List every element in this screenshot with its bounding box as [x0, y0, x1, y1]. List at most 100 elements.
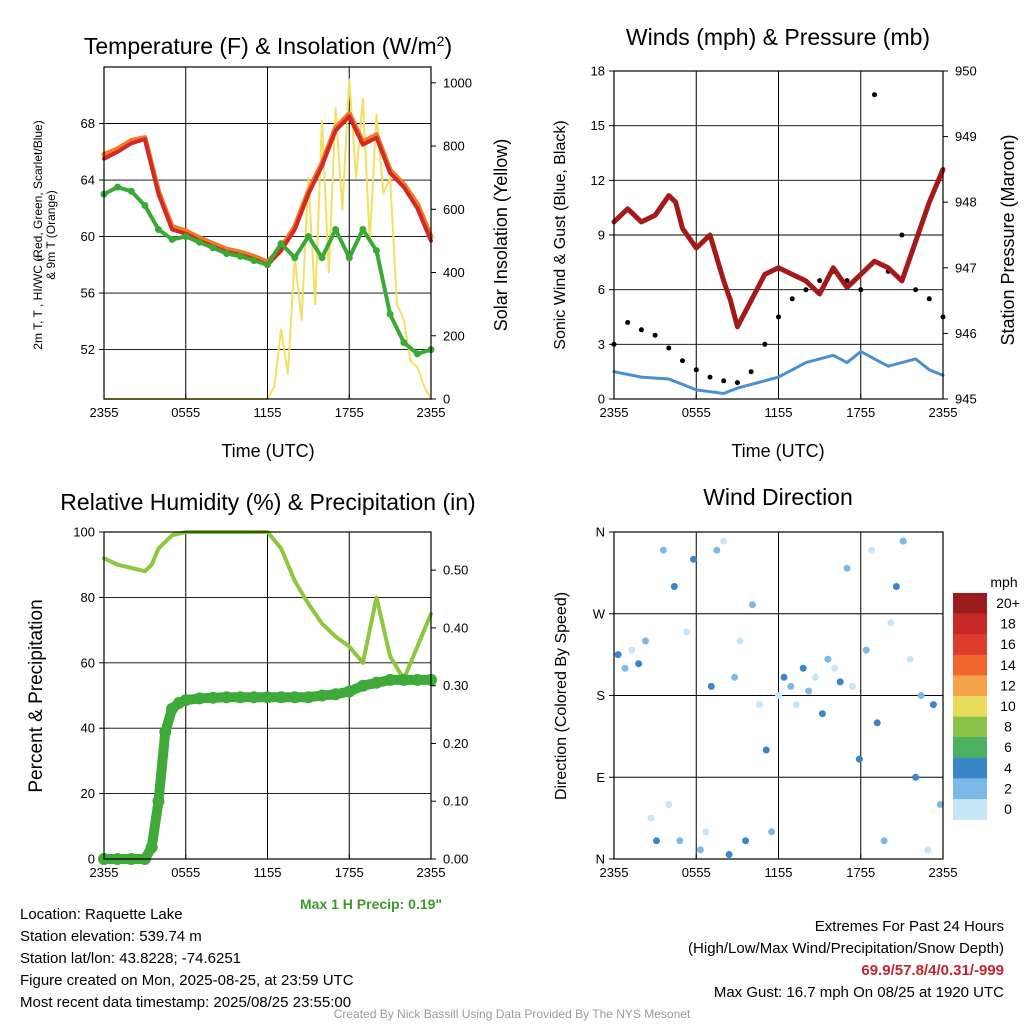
gust-point	[625, 320, 631, 325]
dewpoint-point	[373, 247, 380, 255]
wind-direction-point	[855, 755, 863, 763]
speed-legend-swatch	[953, 778, 987, 800]
wind-y-tick-label: 3	[598, 337, 605, 352]
precip-point	[247, 691, 260, 704]
dewpoint-point	[155, 226, 162, 233]
gust-point	[762, 341, 768, 347]
speed-legend-swatch	[953, 613, 987, 635]
extremes-subheader: (High/Low/Max Wind/Precipitation/Snow De…	[688, 940, 1004, 957]
gust-point	[926, 296, 932, 302]
dewpoint-point	[195, 238, 203, 246]
precip-point	[261, 691, 274, 704]
wind-direction-point	[647, 814, 655, 822]
precip-point	[302, 691, 315, 704]
wind-direction-point	[731, 673, 739, 681]
dewpoint-point	[413, 350, 421, 358]
wind-x-tick-label: 1155	[765, 405, 793, 420]
dir-x-tick-label: 0555	[682, 865, 711, 880]
dewpoint-point	[264, 261, 271, 269]
pressure-series-line	[611, 166, 946, 330]
dewpoint-point	[318, 254, 326, 262]
wind-y2-axis-label: Station Pressure (Maroon)	[998, 134, 1018, 345]
wind-direction-point	[762, 746, 770, 754]
temp-x-tick-label: 0555	[171, 405, 200, 420]
station-info: Location: Raquette Lake Station elevatio…	[20, 904, 354, 1014]
gust-point	[734, 380, 740, 386]
speed-legend-swatch	[953, 696, 987, 717]
dewpoint-point	[141, 202, 149, 209]
wind-direction-point	[749, 601, 756, 609]
wind-x-tick-label: 0555	[682, 405, 711, 420]
wind-chart-title: Winds (mph) & Pressure (mb)	[626, 24, 930, 50]
wind-direction-point	[713, 546, 721, 554]
dewpoint-point	[332, 226, 340, 233]
gust-point	[652, 332, 658, 338]
precip-point	[275, 691, 288, 704]
precip-point	[193, 692, 206, 705]
wind-direction-point	[812, 673, 819, 681]
extremes-values: 69.9/57.8/4/0.31/-999	[861, 962, 1004, 979]
wind-direction-point	[635, 660, 643, 668]
station-location: Location: Raquette Lake	[20, 906, 183, 923]
gust-point	[707, 374, 713, 380]
speed-legend-label: 2	[1004, 780, 1012, 796]
wind-x-axis-label: Time (UTC)	[731, 441, 824, 461]
wind-direction-point	[936, 801, 944, 808]
rh-y2-tick-label: 0.50	[443, 563, 468, 578]
speed-legend-swatch	[953, 757, 987, 779]
wind-direction-point	[912, 773, 920, 781]
rh-x-tick-label: 1155	[254, 865, 282, 880]
dir-x-tick-label: 1155	[765, 865, 793, 880]
speed-legend-label: 6	[1004, 739, 1012, 755]
speed-legend-label: 18	[1000, 616, 1016, 632]
dewpoint-point	[359, 226, 367, 233]
rh-y2-tick-label: 0.00	[443, 852, 468, 867]
wind-direction-point	[720, 537, 728, 545]
sonic-wind-series-line	[612, 350, 945, 395]
gust-point	[721, 378, 727, 384]
wind-direction-point	[862, 646, 870, 654]
speed-legend-swatch	[953, 737, 987, 759]
precip-point	[234, 691, 247, 704]
dir-x-tick-label: 2355	[929, 865, 958, 880]
wind-direction-point	[665, 801, 673, 808]
speed-legend-label: 10	[1000, 698, 1016, 714]
wind-direction-point	[824, 655, 832, 663]
temp-y-axis-subscript: d	[35, 256, 44, 260]
wind-direction-point	[917, 692, 925, 699]
speed-legend-label: 16	[1000, 636, 1016, 652]
wind-direction-point	[805, 687, 813, 695]
wind-direction-point	[780, 673, 788, 681]
temp-y-tick-label: 64	[81, 173, 95, 188]
gust-point	[748, 369, 754, 375]
wind-direction-point	[843, 564, 851, 572]
gust-point	[858, 287, 864, 293]
gust-point	[638, 327, 644, 333]
wind-y2-tick-label: 950	[955, 64, 977, 79]
gust-point	[817, 278, 823, 284]
rh-y2-tick-label: 0.30	[443, 678, 468, 693]
rh-x-tick-label: 2355	[417, 865, 446, 880]
rh-x-tick-label: 0555	[171, 865, 200, 880]
rh-y-tick-label: 0	[88, 852, 95, 867]
precip-point	[179, 694, 192, 707]
dewpoint-point	[127, 187, 135, 195]
wind-direction-point	[690, 555, 697, 563]
speed-legend-label: 8	[1004, 719, 1012, 735]
temp-y-tick-label: 68	[81, 116, 95, 131]
dir-y-axis-label: Direction (Colored By Speed)	[553, 592, 570, 800]
dir-y-tick-label: N	[596, 525, 605, 540]
rh-x-tick-label: 2355	[90, 865, 119, 880]
speed-legend-label: 12	[1000, 677, 1016, 693]
precip-point	[288, 691, 301, 704]
speed-legend-swatch	[953, 634, 987, 656]
rh-y2-tick-label: 0.40	[443, 620, 468, 635]
precip-point	[145, 841, 158, 854]
precip-point	[152, 795, 165, 808]
wind-x-tick-label: 1755	[846, 405, 875, 420]
dewpoint-point	[168, 235, 176, 243]
wind-direction-point	[899, 537, 907, 545]
wind-y2-tick-label: 948	[955, 195, 977, 210]
wind-direction-point	[924, 846, 932, 854]
